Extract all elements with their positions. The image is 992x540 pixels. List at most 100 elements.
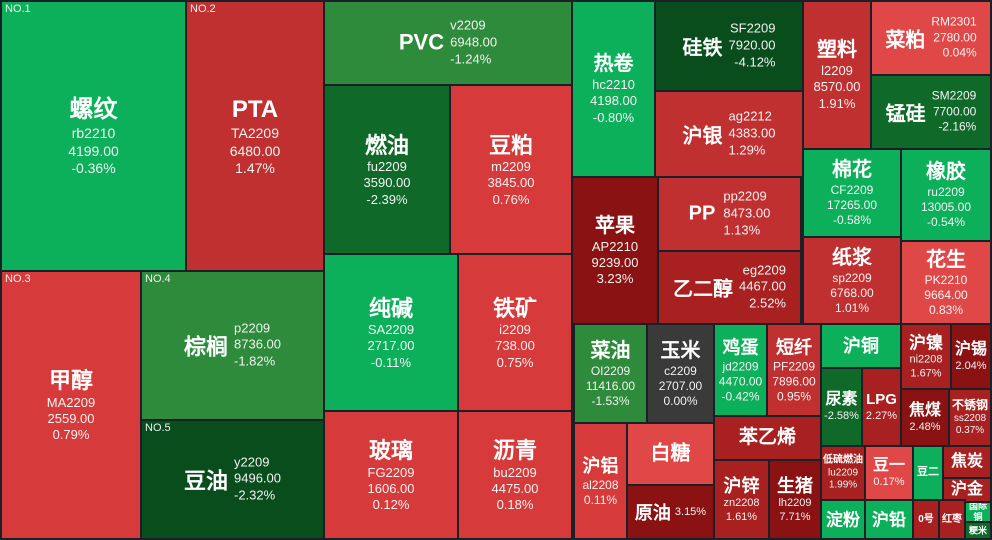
tile-zonglv[interactable]: NO.4 棕榈 p2209 8736.00 -1.82% [140, 270, 325, 421]
tile-yierchun[interactable]: 乙二醇 eg2209 4467.00 2.52% [657, 250, 802, 325]
tile-caiyou[interactable]: 菜油 OI2209 11416.00 -1.53% [573, 323, 648, 424]
contract-change: 2.04% [955, 359, 987, 372]
tile-jingmi[interactable]: 粳米 [964, 521, 992, 540]
tile-hujin[interactable]: 沪金 [942, 477, 992, 503]
tile-yuanyou[interactable]: 原油 3.15% [626, 484, 715, 540]
contract-change: 2.27% [865, 409, 898, 422]
tile-pp[interactable]: PP pp2209 8473.00 1.13% [657, 176, 802, 252]
tile-doupo[interactable]: 豆粕 m2209 3845.00 0.76% [449, 84, 573, 255]
contract-name: 焦炭 [950, 453, 983, 470]
tile-boli[interactable]: 玻璃 FG2209 1606.00 0.12% [323, 410, 459, 540]
contract-change: -0.42% [721, 388, 760, 403]
contract-code: PK2210 [924, 272, 968, 287]
contract-change: 1.01% [834, 300, 870, 315]
contract-name: 低硫燃油 [823, 454, 863, 466]
contract-code: TA2209 [231, 124, 279, 141]
contract-code: l2209 [821, 63, 853, 79]
contract-name: 乙二醇 [673, 278, 733, 301]
contract-code: zn2208 [723, 497, 760, 509]
tile-baitang[interactable]: 白糖 [626, 422, 715, 486]
contract-name: 沪银 [682, 125, 723, 148]
tile-caipo[interactable]: 菜粕 RM2301 2780.00 0.04% [870, 0, 992, 76]
tile-liqing[interactable]: 沥青 bu2209 4475.00 0.18% [457, 410, 573, 540]
tile-tiekuang[interactable]: 铁矿 i2209 738.00 0.75% [457, 253, 573, 412]
tile-huasheng[interactable]: 花生 PK2210 9664.00 0.83% [900, 240, 992, 325]
tile-douer[interactable]: 豆二 [912, 445, 944, 501]
contract-name: 棉花 [832, 159, 872, 181]
contract-name: 沪铅 [872, 509, 906, 529]
tile-suliao[interactable]: 塑料 l2209 8570.00 1.91% [802, 0, 872, 150]
tile-huxin[interactable]: 沪锌 zn2208 1.61% [713, 459, 770, 540]
contract-change: -1.82% [234, 353, 276, 369]
contract-change: -2.39% [366, 191, 408, 207]
contract-price: 9496.00 [234, 471, 281, 487]
tile-xiangjiao[interactable]: 橡胶 ru2209 13005.00 -0.54% [900, 148, 992, 242]
contract-change: 1.91% [818, 95, 856, 111]
contract-change: 2.52% [749, 295, 786, 311]
contract-change: -0.36% [71, 159, 116, 176]
contract-change: -1.53% [591, 393, 630, 408]
tile-lpg[interactable]: LPG 2.27% [861, 367, 902, 447]
tile-hongzao[interactable]: 红枣 [938, 499, 966, 540]
tile-ranyou[interactable]: 燃油 fu2209 3590.00 -2.39% [323, 84, 451, 255]
tile-duanxian[interactable]: 短纤 PF2209 7896.00 0.95% [766, 323, 822, 417]
tile-jidan[interactable]: 鸡蛋 jd2209 4470.00 -0.42% [713, 323, 768, 417]
tile-hulv[interactable]: 沪铝 al2208 0.11% [573, 422, 628, 540]
contract-code: CF2209 [830, 183, 874, 197]
contract-price: 4475.00 [491, 480, 539, 496]
tile-niaosu[interactable]: 尿素 -2.58% [820, 367, 863, 447]
tile-rejuan[interactable]: 热卷 hc2210 4198.00 -0.80% [571, 0, 656, 178]
tile-pta[interactable]: NO.2 PTA TA2209 6480.00 1.47% [185, 0, 325, 272]
contract-change: 0.17% [873, 476, 905, 489]
contract-price: 4383.00 [728, 125, 776, 141]
contract-price: 2559.00 [47, 410, 95, 426]
contract-name: PP [688, 202, 716, 225]
tile-huxi[interactable]: 沪锡 2.04% [950, 323, 992, 390]
tile-jiachun[interactable]: NO.3 甲醇 MA2209 2559.00 0.79% [0, 270, 142, 540]
tile-hunie[interactable]: 沪镍 ni2208 1.67% [900, 323, 952, 390]
tile-shengzhu[interactable]: 生猪 lh2209 7.71% [768, 459, 822, 540]
contract-code: SF2209 [729, 20, 776, 36]
tile-huqian[interactable]: 沪铅 [864, 499, 914, 540]
contract-name: 焦煤 [908, 401, 941, 419]
tile-jiaotan[interactable]: 焦炭 [942, 445, 992, 479]
contract-name: 燃油 [364, 132, 409, 158]
contract-name: 短纤 [776, 337, 812, 358]
tile-benyixi[interactable]: 苯乙烯 [713, 415, 822, 461]
tile-mianhua[interactable]: 棉花 CF2209 17265.00 -0.58% [802, 148, 902, 238]
tile-pingguo[interactable]: 苹果 AP2210 9239.00 3.23% [571, 176, 659, 325]
tile-guojitong[interactable]: 国际铜 [964, 501, 992, 523]
tile-menggui[interactable]: 锰硅 SM2209 7700.00 -2.16% [870, 74, 992, 150]
contract-change: 0.76% [492, 191, 530, 207]
contract-name: 白糖 [650, 442, 691, 465]
contract-code: SM2209 [931, 88, 977, 103]
contract-name: 锰硅 [885, 103, 926, 126]
contract-code: ru2209 [927, 185, 965, 199]
contract-change: -0.80% [592, 109, 635, 125]
tile-yumi[interactable]: 玉米 c2209 2707.00 0.00% [646, 323, 715, 424]
tile-no2[interactable]: 0号 [912, 499, 940, 540]
tile-zhijiang[interactable]: 纸浆 sp2209 6768.00 1.01% [802, 236, 902, 325]
contract-code: ss2208 [953, 412, 987, 424]
tile-pvc[interactable]: PVC v2209 6948.00 -1.24% [323, 0, 573, 86]
tile-douyi[interactable]: 豆一 0.17% [864, 445, 914, 501]
tile-dlsry[interactable]: 低硫燃油 lu2209 1.99% [820, 445, 866, 501]
contract-name: LPG [866, 390, 897, 408]
tile-douyou[interactable]: NO.5 豆油 y2209 9496.00 -2.32% [140, 419, 325, 540]
tile-chunjian[interactable]: 纯碱 SA2209 2717.00 -0.11% [323, 253, 459, 412]
contract-name: 纸浆 [832, 246, 872, 269]
contract-name: 沥青 [492, 437, 537, 463]
tile-hutong[interactable]: 沪铜 [820, 323, 902, 369]
tile-guitie[interactable]: 硅铁 SF2209 7920.00 -4.12% [654, 0, 804, 92]
contract-name: 红枣 [942, 513, 962, 525]
tile-jiaomei[interactable]: 焦煤 2.48% [900, 388, 950, 447]
tile-huyin[interactable]: 沪银 ag2212 4383.00 1.29% [654, 90, 804, 178]
contract-price: 9664.00 [924, 287, 968, 302]
tile-buxiugang[interactable]: 不锈钢 ss2208 0.37% [948, 388, 992, 447]
tile-dianfen[interactable]: 淀粉 [820, 499, 866, 540]
contract-change: 1.61% [725, 510, 758, 523]
contract-change: 0.04% [942, 45, 977, 60]
tile-luowen[interactable]: NO.1 螺纹 rb2210 4199.00 -0.36% [0, 0, 187, 272]
contract-name: 铁矿 [492, 295, 537, 321]
contract-price: 17265.00 [826, 198, 878, 212]
